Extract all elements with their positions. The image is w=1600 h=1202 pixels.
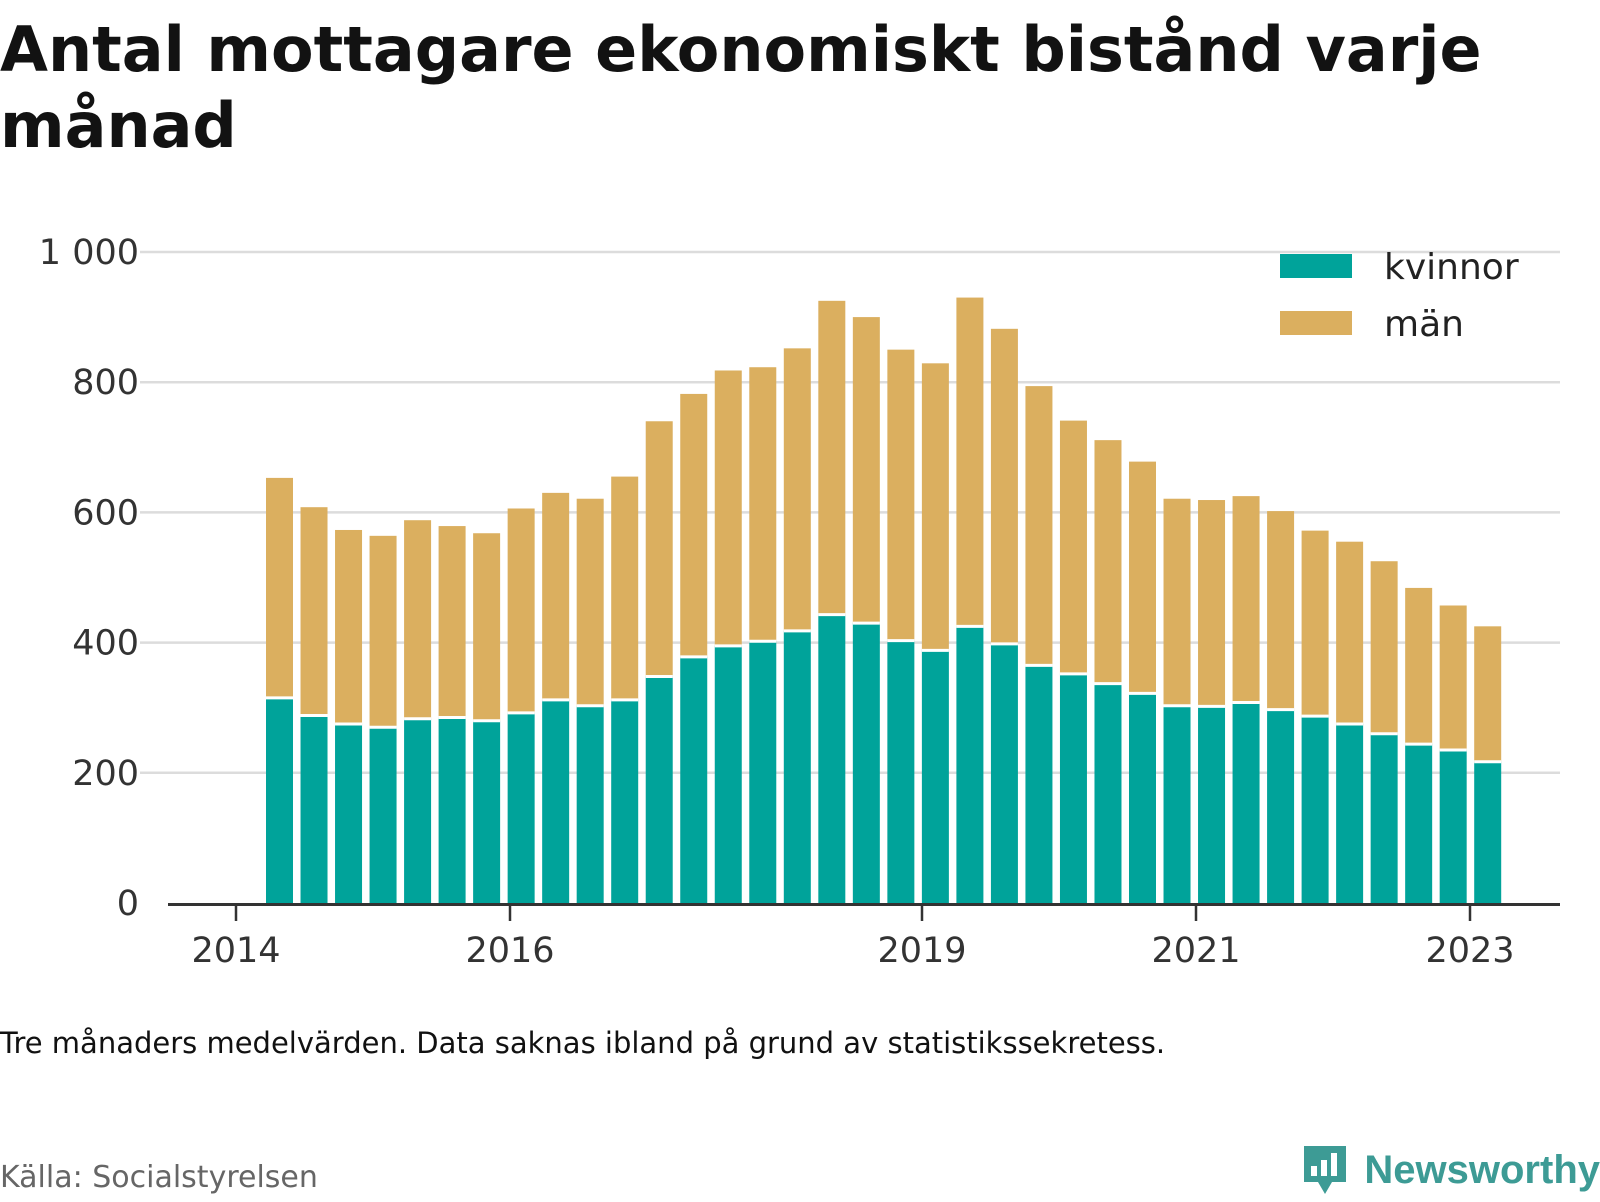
bar-kvinnor bbox=[507, 712, 535, 903]
bar-kvinnor bbox=[1025, 665, 1053, 903]
bar-man bbox=[714, 370, 742, 646]
bar-man bbox=[266, 477, 293, 698]
bar-kvinnor bbox=[576, 705, 604, 903]
bar-kvinnor bbox=[818, 614, 846, 903]
legend-swatch-kvinnor bbox=[1280, 254, 1352, 278]
bar-kvinnor bbox=[266, 697, 293, 903]
bar-man bbox=[404, 520, 432, 719]
bar-chart-speech-icon bbox=[1304, 1146, 1347, 1194]
bar-kvinnor bbox=[1094, 683, 1122, 903]
bar-kvinnor bbox=[369, 727, 397, 903]
x-tick-label: 2016 bbox=[465, 931, 554, 971]
chart-note: Tre månaders medelvärden. Data saknas ib… bbox=[0, 1026, 1166, 1060]
bar-man bbox=[921, 363, 949, 651]
bar-man bbox=[680, 393, 708, 657]
bar-man bbox=[852, 317, 880, 624]
bar-kvinnor bbox=[749, 641, 777, 903]
bar-kvinnor bbox=[1439, 750, 1467, 903]
bar-kvinnor bbox=[680, 656, 708, 903]
bar-man bbox=[1232, 496, 1260, 703]
source-credit: Källa: Socialstyrelsen bbox=[0, 1160, 318, 1195]
bar-man bbox=[1474, 626, 1502, 762]
bar-man bbox=[1370, 561, 1398, 734]
bar-man bbox=[1059, 420, 1087, 674]
bar-man bbox=[335, 529, 363, 724]
bar-kvinnor bbox=[783, 630, 811, 903]
bar-man bbox=[1025, 386, 1053, 666]
x-tick-label: 2014 bbox=[191, 931, 280, 971]
bar-man bbox=[818, 300, 846, 615]
bar-kvinnor bbox=[438, 717, 466, 903]
bar-kvinnor bbox=[335, 723, 363, 903]
y-tick-label: 400 bbox=[72, 624, 139, 664]
bar-man bbox=[369, 535, 397, 728]
x-tick-label: 2021 bbox=[1151, 931, 1240, 971]
y-tick-label: 600 bbox=[72, 493, 139, 533]
bar-kvinnor bbox=[1267, 709, 1295, 903]
y-tick-label: 0 bbox=[117, 884, 139, 924]
bar-kvinnor bbox=[1129, 693, 1156, 903]
bar-man bbox=[1094, 440, 1122, 684]
bar-man bbox=[1301, 530, 1329, 717]
y-tick-label: 800 bbox=[72, 363, 139, 403]
legend-swatch-man bbox=[1280, 311, 1352, 335]
bar-kvinnor bbox=[1405, 744, 1433, 903]
bar-man bbox=[990, 328, 1018, 644]
bar-man bbox=[645, 421, 673, 677]
x-tick-label: 2023 bbox=[1425, 931, 1514, 971]
y-tick-label: 1 000 bbox=[39, 233, 139, 273]
x-tick-label: 2019 bbox=[877, 931, 966, 971]
legend-label-man: män bbox=[1384, 304, 1464, 345]
bar-man bbox=[542, 492, 570, 700]
bar-man bbox=[1163, 498, 1191, 706]
bar-man bbox=[783, 348, 811, 631]
bar-kvinnor bbox=[1163, 705, 1191, 903]
bar-kvinnor bbox=[473, 720, 501, 903]
bar-kvinnor bbox=[1198, 706, 1226, 903]
y-tick-label: 200 bbox=[72, 754, 139, 794]
bar-kvinnor bbox=[1059, 673, 1087, 903]
bar-kvinnor bbox=[1301, 716, 1329, 903]
bar-man bbox=[1129, 461, 1156, 694]
bar-man bbox=[1198, 500, 1226, 707]
bar-kvinnor bbox=[1336, 723, 1364, 903]
bar-man bbox=[1336, 541, 1364, 724]
brand-name: Newsworthy bbox=[1364, 1147, 1600, 1192]
bar-man bbox=[300, 507, 328, 716]
bar-kvinnor bbox=[714, 645, 742, 903]
bar-kvinnor bbox=[542, 699, 570, 903]
bar-man bbox=[1405, 587, 1433, 745]
bar-man bbox=[887, 349, 915, 641]
bar-kvinnor bbox=[1232, 702, 1260, 903]
y-axis: 0 200 400 600 800 1 000 bbox=[39, 233, 139, 924]
bar-man bbox=[1439, 605, 1467, 751]
bar-kvinnor bbox=[404, 718, 432, 903]
legend-label-kvinnor: kvinnor bbox=[1384, 247, 1519, 288]
chart-title: Antal mottagare ekonomiskt bistånd varje… bbox=[0, 13, 1482, 162]
bar-kvinnor bbox=[956, 626, 984, 903]
bar-kvinnor bbox=[1370, 733, 1398, 903]
legend: kvinnor män bbox=[1280, 247, 1519, 345]
bar-kvinnor bbox=[1474, 761, 1502, 903]
bar-kvinnor bbox=[887, 640, 915, 903]
bar-kvinnor bbox=[852, 623, 880, 903]
bar-man bbox=[956, 297, 984, 627]
x-axis: 2014 2016 2019 2021 2023 bbox=[168, 903, 1560, 971]
bar-man bbox=[576, 498, 604, 706]
brand-logo[interactable]: Newsworthy bbox=[1300, 1138, 1600, 1202]
bar-man bbox=[507, 508, 535, 713]
bar-man bbox=[1267, 511, 1295, 710]
bar-kvinnor bbox=[921, 650, 949, 903]
bar-man bbox=[749, 367, 777, 642]
bar-kvinnor bbox=[300, 715, 328, 903]
bar-man bbox=[611, 476, 639, 700]
bars bbox=[266, 297, 1502, 903]
bar-kvinnor bbox=[645, 676, 673, 903]
bar-man bbox=[438, 526, 466, 718]
bar-kvinnor bbox=[990, 643, 1018, 903]
bar-kvinnor bbox=[611, 699, 639, 903]
bar-man bbox=[473, 533, 501, 721]
